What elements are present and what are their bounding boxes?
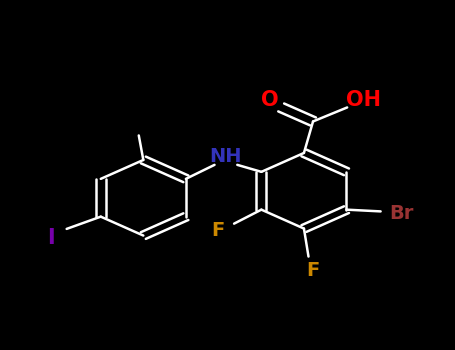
Text: F: F (212, 221, 225, 240)
Text: F: F (306, 261, 320, 280)
Text: OH: OH (346, 90, 380, 111)
Text: O: O (261, 90, 278, 111)
Text: NH: NH (210, 147, 242, 166)
Text: Br: Br (389, 204, 413, 223)
Text: I: I (47, 228, 55, 248)
